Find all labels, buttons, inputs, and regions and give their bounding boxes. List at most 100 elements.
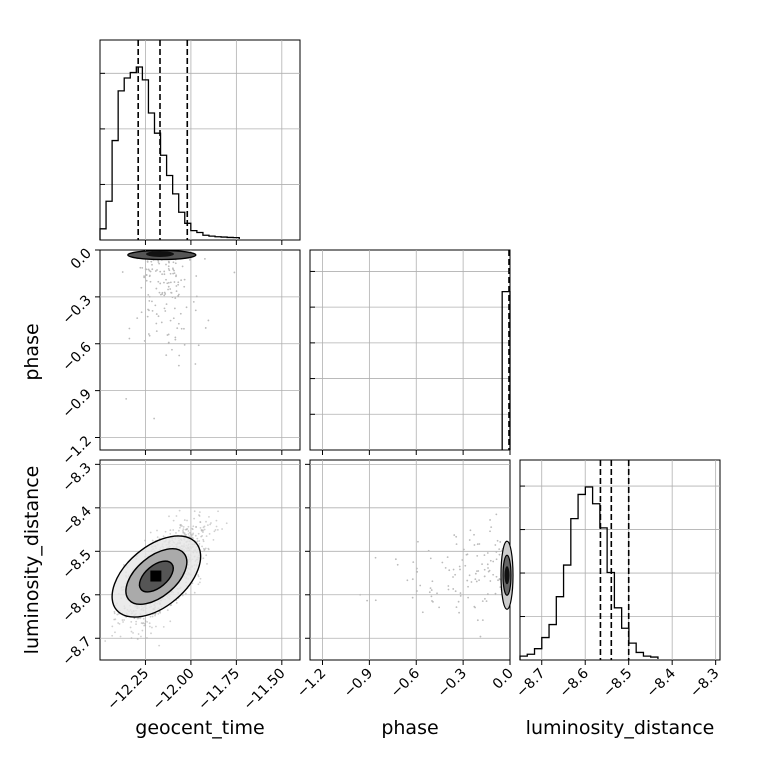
scatter-point bbox=[186, 519, 188, 522]
scatter-point bbox=[197, 532, 200, 535]
scatter-point bbox=[457, 600, 460, 603]
scatter-point bbox=[233, 271, 236, 274]
scatter-point bbox=[492, 560, 495, 563]
scatter-point bbox=[192, 525, 195, 528]
scatter-point bbox=[466, 579, 469, 582]
scatter-point bbox=[444, 566, 447, 569]
scatter-point bbox=[461, 559, 464, 561]
scatter-point bbox=[181, 525, 183, 527]
scatter-point bbox=[476, 570, 478, 573]
scatter-point bbox=[143, 276, 146, 279]
scatter-point bbox=[204, 327, 207, 329]
scatter-point bbox=[454, 573, 457, 576]
scatter-point bbox=[175, 601, 178, 604]
scatter-point bbox=[183, 532, 186, 534]
scatter-point bbox=[171, 348, 173, 351]
scatter-point bbox=[194, 534, 197, 537]
scatter-point bbox=[447, 588, 450, 591]
scatter-point bbox=[143, 622, 146, 625]
panel-phase-vs-luminosity-distance bbox=[309, 459, 511, 661]
scatter-point bbox=[128, 327, 131, 330]
scatter-point bbox=[122, 564, 125, 566]
y-tick-label: −1.2 bbox=[59, 433, 94, 468]
scatter-point bbox=[489, 519, 491, 521]
scatter-point bbox=[463, 548, 465, 551]
scatter-point bbox=[195, 275, 198, 277]
scatter-point bbox=[485, 600, 488, 603]
scatter-point bbox=[172, 529, 175, 531]
scatter-point bbox=[477, 570, 480, 572]
scatter-point bbox=[181, 594, 184, 597]
x-tick-label: −1.2 bbox=[294, 666, 329, 701]
scatter-point bbox=[484, 597, 486, 600]
scatter-point bbox=[192, 537, 194, 540]
scatter-point bbox=[113, 610, 116, 613]
scatter-point bbox=[455, 606, 458, 609]
scatter-point bbox=[446, 556, 449, 559]
scatter-phase-luminosity bbox=[359, 513, 514, 638]
x-tick-label: −8.6 bbox=[557, 665, 592, 700]
scatter-point bbox=[125, 397, 128, 400]
scatter-point bbox=[130, 620, 133, 623]
scatter-point bbox=[140, 635, 142, 638]
scatter-point bbox=[213, 530, 216, 533]
x-axis-label-geocent-time: geocent_time bbox=[135, 717, 264, 739]
scatter-point bbox=[167, 265, 170, 268]
scatter-point bbox=[153, 417, 156, 420]
y-tick-label: −8.3 bbox=[59, 460, 94, 495]
scatter-point bbox=[140, 311, 143, 314]
scatter-point bbox=[455, 535, 458, 538]
scatter-point bbox=[394, 558, 397, 561]
scatter-point bbox=[175, 290, 178, 293]
scatter-point bbox=[458, 565, 461, 568]
density-core bbox=[146, 251, 174, 257]
y-tick-label: −8.5 bbox=[59, 547, 94, 582]
scatter-point bbox=[182, 525, 185, 528]
scatter-point bbox=[490, 526, 493, 529]
scatter-point bbox=[130, 637, 133, 639]
scatter-point bbox=[149, 615, 152, 618]
x-tick-label: 0.0 bbox=[490, 666, 517, 693]
scatter-point bbox=[478, 579, 480, 582]
scatter-point bbox=[473, 605, 476, 608]
scatter-point bbox=[212, 538, 215, 541]
scatter-point bbox=[177, 283, 180, 286]
scatter-point bbox=[459, 592, 462, 594]
panel-hist-geocent-time bbox=[99, 39, 301, 241]
y-axis-label-phase: phase bbox=[21, 323, 43, 380]
y-axis-label-luminosity-distance: luminosity_distance bbox=[21, 466, 43, 655]
scatter-point bbox=[197, 344, 200, 347]
scatter-point bbox=[453, 534, 456, 536]
scatter-geocent-phase bbox=[121, 249, 236, 420]
scatter-point bbox=[176, 327, 179, 330]
scatter-point bbox=[208, 516, 210, 518]
hist-phase bbox=[501, 290, 511, 450]
scatter-point bbox=[455, 543, 458, 545]
scatter-point bbox=[479, 635, 482, 638]
panel-geocent-time-vs-phase bbox=[99, 249, 301, 451]
scatter-point bbox=[123, 619, 126, 621]
scatter-point bbox=[174, 336, 177, 339]
scatter-point bbox=[185, 533, 188, 536]
scatter-point bbox=[177, 364, 180, 367]
scatter-point bbox=[173, 307, 176, 310]
scatter-point bbox=[172, 317, 175, 320]
scatter-point bbox=[114, 631, 116, 634]
scatter-point bbox=[487, 567, 489, 569]
scatter-point bbox=[183, 519, 186, 521]
scatter-point bbox=[183, 327, 185, 330]
scatter-point bbox=[201, 545, 203, 548]
scatter-point bbox=[412, 561, 415, 564]
scatter-point bbox=[469, 529, 472, 532]
scatter-point bbox=[203, 525, 206, 528]
scatter-point bbox=[165, 278, 167, 281]
scatter-point bbox=[145, 274, 148, 276]
scatter-point bbox=[169, 529, 172, 532]
scatter-point bbox=[458, 611, 460, 614]
scatter-point bbox=[148, 300, 151, 302]
scatter-point bbox=[197, 574, 200, 576]
scatter-point bbox=[187, 530, 190, 532]
scatter-point bbox=[475, 580, 478, 583]
scatter-point bbox=[489, 580, 492, 582]
scatter-point bbox=[495, 558, 498, 561]
